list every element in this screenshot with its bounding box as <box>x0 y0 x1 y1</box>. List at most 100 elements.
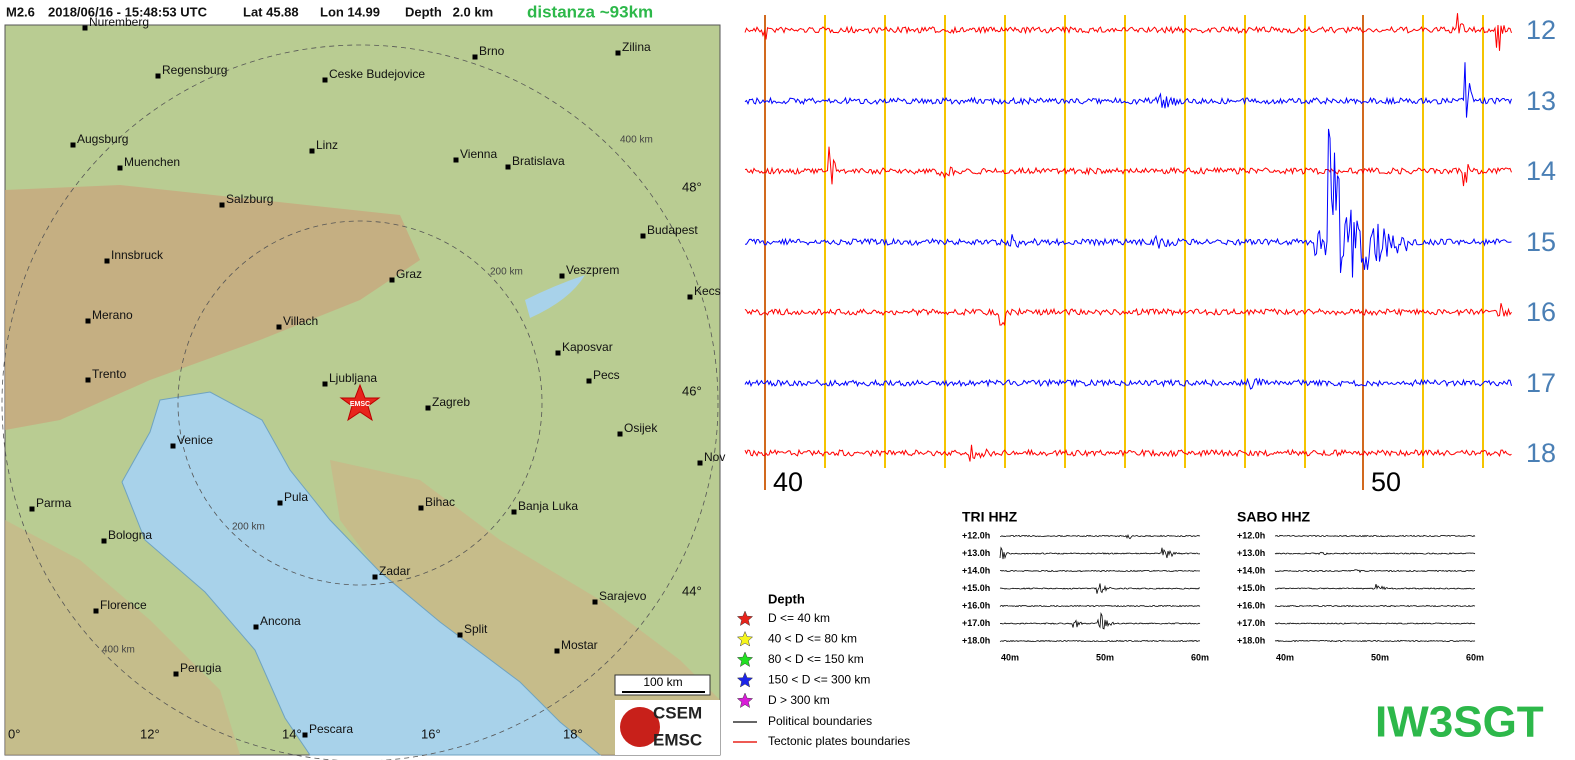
city-label: Muenchen <box>124 155 180 169</box>
city-marker <box>418 505 424 511</box>
city-marker <box>82 25 88 31</box>
longitude: Lon 14.99 <box>320 4 380 19</box>
city-label: Nov <box>704 450 725 464</box>
scale-box <box>614 674 711 696</box>
map: EMSC 100 km CSEM EMSC Nuremberg Regensbur… <box>1 15 725 760</box>
helicorder-x-label: 60m <box>1191 652 1209 662</box>
city-label: Vienna <box>460 147 497 161</box>
helicorder-row-label: +15.0h <box>962 583 990 593</box>
depth: Depth 2.0 km <box>405 4 493 19</box>
city-label: Villach <box>283 314 318 328</box>
helicorder-title: SABO HHZ <box>1237 509 1311 525</box>
city-marker <box>85 377 91 383</box>
city-marker <box>559 273 565 279</box>
helicorder-x-label: 40m <box>1001 652 1019 662</box>
logo-emsc: EMSC <box>653 730 702 749</box>
longitude-label: 12° <box>140 726 160 741</box>
city-marker <box>554 648 560 654</box>
hour-label: 14 <box>1526 156 1556 186</box>
longitude-label: 14° <box>282 726 302 741</box>
city-label: Kaposvar <box>562 340 613 354</box>
city-marker <box>29 506 35 512</box>
alps <box>5 185 420 430</box>
ring-label: 400 km <box>102 645 135 656</box>
helicorder-row-label: +16.0h <box>1237 600 1265 610</box>
city-marker <box>302 732 308 738</box>
city-label: Split <box>464 622 488 636</box>
ring-200km <box>177 220 543 586</box>
city-label: Salzburg <box>226 192 273 206</box>
apennines <box>5 520 240 755</box>
helicorder-x-label: 40m <box>1276 652 1294 662</box>
helicorder-x-label: 50m <box>1371 652 1389 662</box>
city-label: Mostar <box>561 638 598 652</box>
legend-label: D <= 40 km <box>768 611 830 625</box>
city-marker <box>640 233 646 239</box>
hour-label: 16 <box>1526 297 1556 327</box>
epicenter-label: EMSC <box>350 401 370 408</box>
epicenter-star <box>339 383 381 422</box>
city-label: Regensburg <box>162 63 227 77</box>
longitude-label: 18° <box>563 726 583 741</box>
logo-csem: CSEM <box>653 703 702 722</box>
datetime: 2018/06/16 - 15:48:53 UTC <box>48 4 208 19</box>
ring-label: 200 km <box>232 522 265 533</box>
hour-label: 15 <box>1526 227 1556 257</box>
legend-star <box>736 630 754 647</box>
distance: distanza ~93km <box>527 2 653 21</box>
hour-label: 13 <box>1526 86 1556 116</box>
city-label: Ancona <box>260 614 301 628</box>
city-label: Pula <box>284 490 308 504</box>
city-marker <box>372 574 378 580</box>
helicorder-trace <box>1274 569 1476 573</box>
city-marker <box>117 165 123 171</box>
city-marker <box>253 624 259 630</box>
city-label: Augsburg <box>77 132 128 146</box>
legend-label: Political boundaries <box>768 714 872 728</box>
city-label: Sarajevo <box>599 589 647 603</box>
helicorder-row-label: +18.0h <box>962 635 990 645</box>
seismic-trace <box>744 303 1512 327</box>
city-marker <box>70 142 76 148</box>
city-label: Parma <box>36 496 72 510</box>
city-label: Venice <box>177 433 213 447</box>
helicorder-x-label: 50m <box>1096 652 1114 662</box>
helicorder-x-label: 60m <box>1466 652 1484 662</box>
city-label: Brno <box>479 44 505 58</box>
helicorder-row-label: +12.0h <box>1237 530 1265 540</box>
ring-label: 400 km <box>620 135 653 146</box>
legend-label: 150 < D <= 300 km <box>768 673 870 687</box>
city-marker <box>472 54 478 60</box>
city-label: Perugia <box>180 661 222 675</box>
city-label: Veszprem <box>566 263 619 277</box>
minute-label: 40 <box>773 467 803 497</box>
legend-label: D > 300 km <box>768 693 830 707</box>
city-marker <box>457 632 463 638</box>
city-label: Pescara <box>309 722 353 736</box>
city-marker <box>586 378 592 384</box>
city-marker <box>101 538 107 544</box>
adriatic-sea <box>121 391 602 756</box>
city-marker <box>155 73 161 79</box>
city-label: Pecs <box>593 368 620 382</box>
minute-label: 50 <box>1371 467 1401 497</box>
ring-400km <box>1 44 719 760</box>
legend-label: 80 < D <= 150 km <box>768 652 864 666</box>
callsign: IW3SGT <box>1375 698 1544 747</box>
city-marker <box>511 509 517 515</box>
city-label: Bihac <box>425 495 455 509</box>
helicorder-trace <box>1274 551 1476 556</box>
city-marker <box>453 157 459 163</box>
helicorder-row-label: +13.0h <box>962 548 990 558</box>
longitude-label: 16° <box>421 726 441 741</box>
city-label: Merano <box>92 308 133 322</box>
city-marker <box>617 431 623 437</box>
city-label: Ljubljana <box>329 371 377 385</box>
city-label: Bratislava <box>512 154 565 168</box>
city-marker <box>505 164 511 170</box>
city-marker <box>104 258 110 264</box>
legend-star <box>736 651 754 668</box>
city-marker <box>170 443 176 449</box>
helicorder-trace <box>999 611 1201 630</box>
